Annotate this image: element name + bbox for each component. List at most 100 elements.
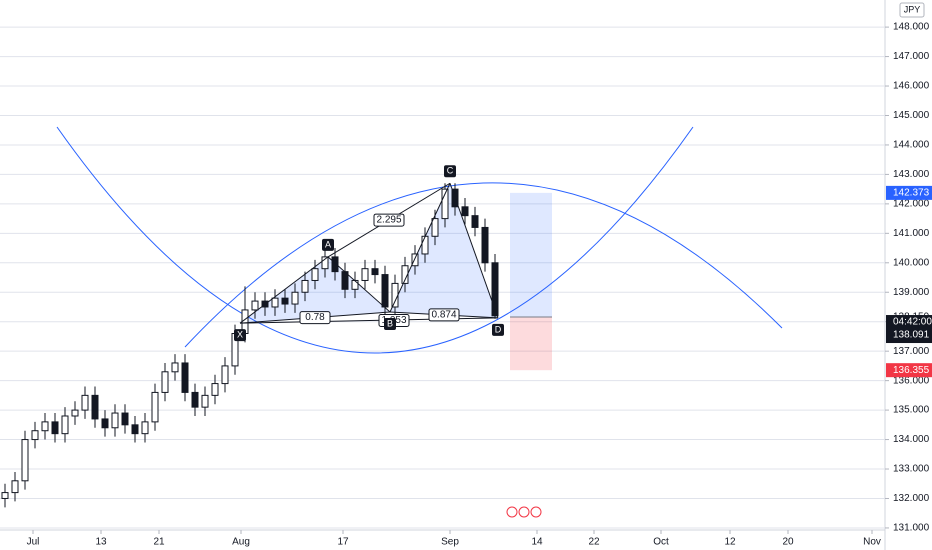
candle-body [411, 253, 419, 267]
point-label: X [237, 330, 243, 340]
x-tick-label: Sep [441, 537, 459, 548]
candle-body [11, 480, 19, 494]
candle-body [21, 439, 29, 482]
candle-body [461, 206, 469, 217]
point-label: C [447, 166, 454, 176]
stop-zone [510, 317, 552, 371]
candle-body [221, 365, 229, 385]
x-tick-label: 22 [588, 537, 600, 548]
candle-body [431, 218, 439, 237]
candle-body [91, 394, 99, 420]
pattern-leg [327, 256, 391, 313]
candle-body [61, 415, 69, 435]
ratio-box [428, 308, 460, 322]
y-tick-label: 148.000 [893, 22, 930, 33]
x-tick-label: 20 [782, 537, 794, 548]
last-price-bg [886, 315, 932, 344]
y-tick-label: 145.000 [893, 110, 930, 121]
candle-body [171, 362, 179, 373]
y-tick-label: 146.000 [893, 81, 930, 92]
candle-body [181, 362, 189, 393]
y-tick-label: 131.000 [893, 523, 930, 534]
y-tick-label: 135.000 [893, 405, 930, 416]
stop-price: 136.355 [893, 365, 930, 376]
y-tick-label: 132.000 [893, 493, 930, 504]
candle-body [121, 412, 129, 426]
point-box [444, 165, 456, 178]
x-tick-label: 13 [95, 537, 107, 548]
pattern-leg [389, 183, 451, 313]
point-label: A [325, 239, 331, 249]
ratio-label: 2.295 [376, 215, 401, 226]
arc-down [184, 182, 783, 348]
candle-body [301, 279, 309, 293]
grid [0, 26, 885, 529]
x-tick-label: 14 [531, 537, 543, 548]
indicator-icons [506, 506, 542, 518]
point-box [492, 323, 504, 336]
target-price-bg [886, 185, 932, 200]
pattern-bcd [390, 183, 498, 318]
y-tick-label: 142.000 [893, 199, 930, 210]
point-box [384, 317, 396, 330]
candle-body [71, 409, 79, 417]
y-tick-label: 133.000 [893, 464, 930, 475]
y-tick-label: 136.000 [893, 375, 930, 386]
candle-body [291, 291, 299, 305]
candle-body [421, 235, 429, 255]
point-box [234, 329, 246, 342]
candle-body [491, 262, 499, 317]
x-tick-label: Jul [27, 537, 40, 548]
candle-body [191, 391, 199, 408]
candle-body [31, 430, 39, 441]
candle-body [351, 279, 359, 290]
point-label: D [495, 324, 502, 334]
ratio-box [373, 213, 405, 227]
x-tick-label: 21 [153, 537, 165, 548]
candle-body [101, 418, 109, 429]
ratio-box [299, 311, 331, 325]
candle-body [381, 274, 389, 308]
x-tick-label: 12 [724, 537, 736, 548]
x-tick-label: 17 [337, 537, 349, 548]
candle-body [361, 268, 369, 281]
candle-body [151, 391, 159, 423]
candle-body [131, 424, 139, 435]
candle-body [311, 268, 319, 281]
y-tick-label: 143.000 [893, 169, 930, 180]
candle-body [391, 282, 399, 308]
y-tick-label: 147.000 [893, 51, 930, 62]
currency-box [899, 2, 925, 18]
candle-body [141, 421, 149, 435]
target-price: 142.373 [893, 188, 930, 199]
pattern-leg [449, 183, 499, 319]
ratio-label: 0.874 [431, 310, 456, 321]
y-tick-label: 144.000 [893, 140, 930, 151]
candle-body [81, 394, 89, 411]
y-tick-label: 141.000 [893, 228, 930, 239]
last-price: 138.091 [893, 330, 930, 341]
ratio-label: 0.78 [305, 312, 325, 323]
y-tick-label: 134.000 [893, 434, 930, 445]
candle-body [371, 268, 379, 276]
candle-body [251, 300, 259, 311]
countdown: 04:42:00 [893, 317, 932, 328]
stop-price-bg [886, 363, 932, 378]
candle-body [271, 297, 279, 308]
candle-body [331, 256, 339, 273]
x-tick-label: Aug [232, 537, 250, 548]
y-tick-label: 140.000 [893, 257, 930, 268]
point-label: B [387, 318, 393, 328]
candle-body [111, 412, 119, 429]
candle-body [161, 371, 169, 393]
y-tick-label: 137.000 [893, 346, 930, 357]
pattern-leg [239, 256, 329, 324]
candle-body [321, 256, 329, 270]
candle-body [211, 383, 219, 396]
y-tick-label: 139.000 [893, 287, 930, 298]
x-tick-label: Nov [863, 537, 881, 548]
candle-body [281, 297, 289, 305]
